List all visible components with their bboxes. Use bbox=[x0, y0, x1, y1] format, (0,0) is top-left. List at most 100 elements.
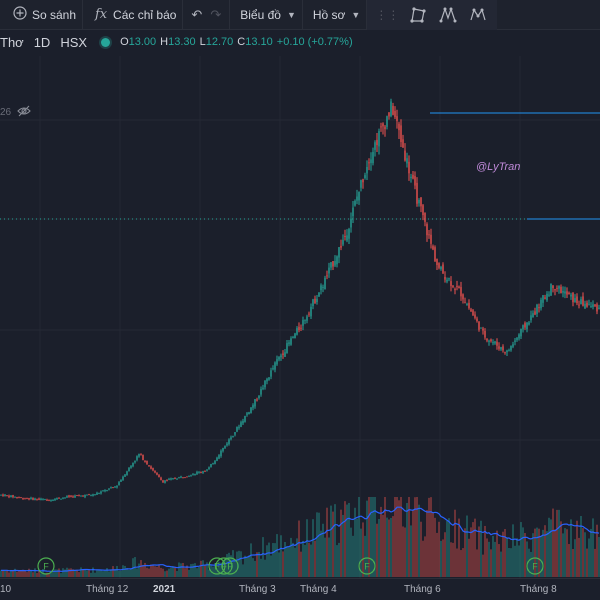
volume-bar bbox=[482, 554, 484, 577]
volume-bar bbox=[404, 527, 406, 577]
volume-bar bbox=[136, 568, 138, 577]
volume-bar bbox=[154, 566, 156, 577]
x-tick-label: Tháng 12 bbox=[86, 584, 129, 595]
candle-body bbox=[106, 490, 108, 492]
symbol-name[interactable]: Thơ bbox=[0, 34, 24, 50]
toolbar-divider bbox=[182, 0, 184, 30]
volume-bar bbox=[454, 509, 456, 577]
indicators-button[interactable]: fx Các chỉ báo bbox=[83, 0, 182, 30]
candle-body bbox=[176, 478, 178, 480]
volume-bar bbox=[452, 542, 454, 577]
candle-body bbox=[6, 495, 8, 497]
volume-bar bbox=[152, 565, 154, 577]
candle-body bbox=[274, 362, 276, 370]
volume-bar bbox=[176, 571, 178, 577]
drag-handle-icon[interactable]: ⋮⋮ bbox=[375, 7, 400, 22]
candle-body bbox=[518, 334, 520, 339]
volume-bar bbox=[524, 533, 526, 577]
time-axis[interactable]: 10 Tháng 12 2021 Tháng 3 Tháng 4 Tháng 6… bbox=[0, 578, 600, 600]
volume-bar bbox=[130, 568, 132, 577]
volume-bar bbox=[520, 522, 522, 577]
candle-body bbox=[230, 437, 232, 439]
volume-bar bbox=[250, 543, 252, 577]
polygon-draw-icon[interactable] bbox=[409, 6, 427, 24]
volume-bar bbox=[344, 501, 346, 577]
candle-body bbox=[96, 492, 98, 495]
volume-bar bbox=[558, 509, 560, 577]
candle-body bbox=[260, 389, 262, 395]
author-watermark: @LyTran bbox=[476, 161, 521, 173]
volume-bar bbox=[420, 521, 422, 577]
volume-bar bbox=[108, 571, 110, 577]
candle-body bbox=[404, 150, 406, 161]
candle-body bbox=[296, 328, 298, 335]
candle-body bbox=[168, 479, 170, 481]
volume-bar bbox=[342, 514, 344, 577]
candle-body bbox=[208, 467, 210, 469]
drawing-tools-group: ⋮⋮ bbox=[367, 0, 498, 30]
candle-body bbox=[548, 294, 550, 296]
candle-body bbox=[248, 412, 250, 415]
event-marker-icon bbox=[37, 557, 55, 575]
volume-bar bbox=[546, 531, 548, 577]
volume-bar bbox=[260, 558, 262, 577]
volume-bar bbox=[310, 544, 312, 577]
volume-bar bbox=[268, 542, 270, 577]
volume-bar bbox=[2, 570, 4, 577]
candle-body bbox=[40, 498, 42, 500]
volume-bar bbox=[158, 564, 160, 577]
wave-draw-icon[interactable] bbox=[469, 6, 487, 24]
volume-bar bbox=[500, 551, 502, 577]
volume-bar bbox=[430, 497, 432, 577]
candle-body bbox=[388, 112, 390, 117]
volume-bar bbox=[318, 512, 320, 577]
candle-body bbox=[108, 488, 110, 490]
volume-bar bbox=[450, 542, 452, 577]
compare-button[interactable]: So sánh bbox=[0, 0, 82, 30]
candle-body bbox=[496, 341, 498, 346]
volume-bar bbox=[526, 541, 528, 577]
volume-bar bbox=[36, 572, 38, 577]
volume-bar bbox=[348, 502, 350, 577]
candle-body bbox=[56, 497, 58, 499]
candle-body bbox=[564, 291, 566, 294]
candle-body bbox=[172, 478, 174, 480]
profile-button[interactable]: Hồ sơ ▼ bbox=[303, 0, 366, 30]
x-tick-label: 2021 bbox=[153, 584, 176, 595]
candle-body bbox=[322, 286, 324, 288]
volume-bar bbox=[346, 504, 348, 577]
interval-label[interactable]: 1D bbox=[33, 34, 51, 50]
candle-body bbox=[578, 304, 580, 306]
undo-button[interactable]: ↶ bbox=[183, 0, 206, 30]
volume-bar bbox=[490, 549, 492, 577]
candle-body bbox=[280, 355, 282, 358]
pattern-draw-icon[interactable] bbox=[439, 6, 457, 24]
volume-bar bbox=[70, 568, 72, 577]
candle-body bbox=[410, 176, 412, 179]
redo-button[interactable]: ↷ bbox=[206, 0, 229, 30]
volume-bar bbox=[596, 524, 598, 577]
candle-body bbox=[144, 460, 146, 462]
candle-body bbox=[480, 327, 482, 329]
chevron-down-icon: ▼ bbox=[351, 9, 361, 20]
volume-bar bbox=[186, 565, 188, 577]
candle-body bbox=[130, 465, 132, 468]
candle-body bbox=[84, 494, 86, 497]
candle-body bbox=[374, 142, 376, 150]
chart-type-button[interactable]: Biểu đồ ▼ bbox=[230, 0, 302, 30]
candle-body bbox=[464, 302, 466, 304]
volume-bar bbox=[138, 563, 140, 577]
volume-bar bbox=[424, 536, 426, 577]
volume-bar bbox=[488, 541, 490, 577]
volume-bar bbox=[262, 537, 264, 577]
volume-bar bbox=[400, 497, 402, 577]
toolbar-divider bbox=[301, 0, 303, 30]
candle-body bbox=[418, 199, 420, 204]
volume-bar bbox=[598, 536, 600, 577]
eye-hidden-icon[interactable] bbox=[17, 105, 31, 120]
volume-bar bbox=[284, 541, 286, 577]
volume-bar bbox=[172, 566, 174, 577]
volume-bar bbox=[466, 515, 468, 577]
